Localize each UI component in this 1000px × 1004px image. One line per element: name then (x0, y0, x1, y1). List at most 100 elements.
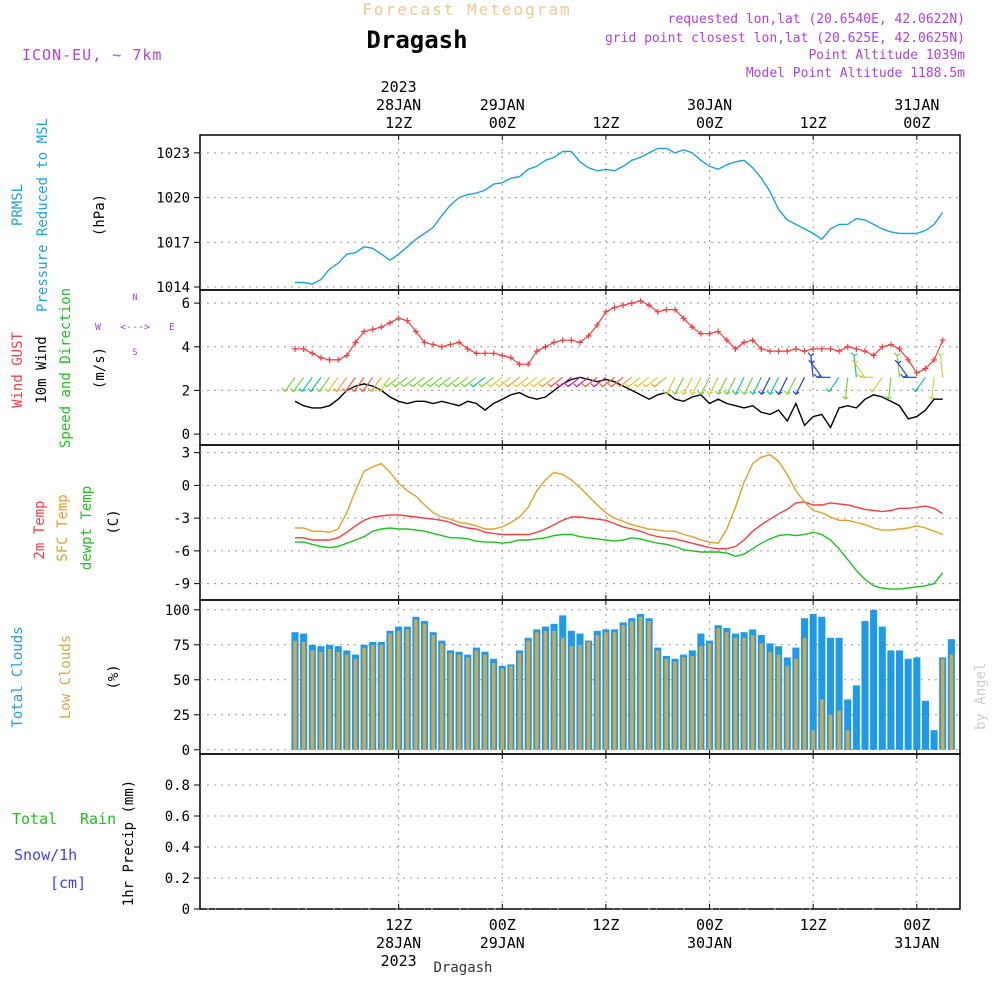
ytick-label-cloud: 0 (182, 743, 190, 759)
wind-arrow-head (842, 395, 849, 400)
total-cloud-bar (896, 650, 904, 750)
low-cloud-bar (578, 644, 582, 750)
low-cloud-bar (750, 635, 755, 750)
wind-arrow-head (452, 383, 460, 388)
wind-arrow (888, 377, 892, 400)
gust-marker (732, 345, 739, 352)
ytick-label-cloud: 50 (173, 673, 190, 689)
temp-label-1: 2m Temp (32, 500, 48, 559)
gust-marker (939, 337, 946, 344)
gust-marker (482, 350, 488, 357)
low-cloud-bar (465, 657, 470, 750)
low-cloud-bar (474, 650, 479, 750)
wind-arrow-head (333, 388, 341, 393)
panel-frame-precip (199, 753, 961, 910)
gust-marker (317, 354, 324, 361)
low-cloud-bar (491, 663, 496, 750)
low-cloud-bar (742, 637, 746, 750)
wind-arrow-head (642, 383, 650, 388)
compass-cross: <---> (120, 322, 150, 333)
wind-arrow (293, 376, 305, 392)
ytick-label-cloud: 75 (173, 638, 190, 654)
low-cloud-bar (604, 632, 608, 750)
wind-arrow-head (581, 383, 589, 388)
ytick-label-precip: 0 (182, 902, 190, 918)
cloud-label-1: Total Clouds (10, 626, 26, 727)
location-title: Dragash (366, 26, 467, 54)
wind-arrow-head (376, 388, 384, 393)
low-cloud-bar (630, 621, 634, 750)
low-cloud-bar (638, 616, 643, 750)
wind-arrow-head (850, 352, 858, 357)
low-cloud-bar (414, 619, 418, 750)
temp-label-3: dewpt Temp (79, 486, 95, 570)
wind-arrow-head (324, 388, 332, 393)
wind-arrow (760, 377, 771, 395)
panel-frame-temp (199, 444, 961, 601)
ytick-label-pressure: 1020 (156, 191, 190, 207)
wind-arrow-head (775, 390, 783, 395)
precip-unit: 1hr Precip (mm) (121, 780, 137, 906)
gust-marker (905, 356, 912, 363)
gust-marker (594, 321, 601, 328)
wind-arrow-head (469, 383, 477, 388)
low-cloud-bar (543, 630, 548, 750)
wind-arrow-head (625, 383, 632, 388)
gust-marker (922, 365, 929, 372)
gust-marker (473, 350, 480, 357)
low-cloud-bar (716, 628, 720, 750)
precip-label-snow: Snow/1h (14, 846, 77, 864)
total-cloud-bar (921, 700, 929, 750)
low-cloud-bar (457, 654, 461, 750)
panel-frame-pressure (199, 134, 961, 291)
temp-unit: (C) (106, 509, 122, 534)
series-2m-temp (295, 501, 944, 550)
gust-marker (602, 308, 609, 315)
compass-s: S (132, 348, 137, 358)
wind-arrow (336, 376, 348, 392)
ytick-label-precip: 0.4 (165, 840, 190, 856)
gust-marker (447, 341, 454, 348)
ytick-label-precip: 0.6 (165, 809, 190, 825)
ytick-label-pressure: 1023 (156, 146, 190, 162)
low-cloud-bar (690, 656, 695, 750)
wind-arrow-head (885, 395, 892, 400)
panel-frame-wind (199, 289, 961, 446)
wind-arrow (871, 376, 883, 392)
total-cloud-bar (887, 650, 895, 750)
gust-marker (706, 330, 713, 337)
low-cloud-bar (655, 650, 660, 750)
wind-arrow-head (495, 383, 503, 388)
top-hour-label: 12Z (592, 114, 619, 132)
bottom-hour-label: 12Z (800, 916, 827, 934)
wind-arrow-head (443, 383, 451, 388)
gust-marker (818, 345, 825, 352)
model-name: ICON-EU, ~ 7km (22, 46, 162, 64)
cloud-label-2: Low Clouds (58, 635, 74, 719)
gust-marker (758, 345, 765, 352)
top-year-label: 2023 (381, 78, 417, 96)
ytick-label-precip: 0.8 (165, 778, 190, 794)
wind-arrow-head (530, 383, 537, 388)
wind-labels: Wind GUST 10m Wind Speed and Direction (… (10, 288, 175, 448)
pressure-label-1: PRMSL (10, 184, 26, 226)
low-cloud-bar (345, 654, 349, 750)
wind-arrow-head (808, 359, 816, 364)
wind-arrow (778, 377, 788, 395)
wind-arrow-head (783, 390, 791, 395)
wind-arrow-head (900, 373, 907, 379)
wind-label-1: Wind GUST (10, 332, 26, 408)
wind-arrow-head (766, 390, 774, 395)
low-cloud-bar (526, 640, 530, 750)
wind-arrow (828, 376, 840, 392)
temp-labels: 2m Temp SFC Temp dewpt Temp (C) (32, 486, 122, 570)
wind-arrow-head (281, 388, 289, 393)
wind-arrow (310, 376, 322, 392)
ytick-label-temp: -9 (173, 577, 190, 593)
gust-marker (862, 348, 868, 355)
low-cloud-bar (396, 630, 401, 750)
bottom-hour-label: 00Z (489, 916, 516, 934)
wind-arrow (810, 355, 814, 378)
low-cloud-bar (560, 637, 565, 750)
